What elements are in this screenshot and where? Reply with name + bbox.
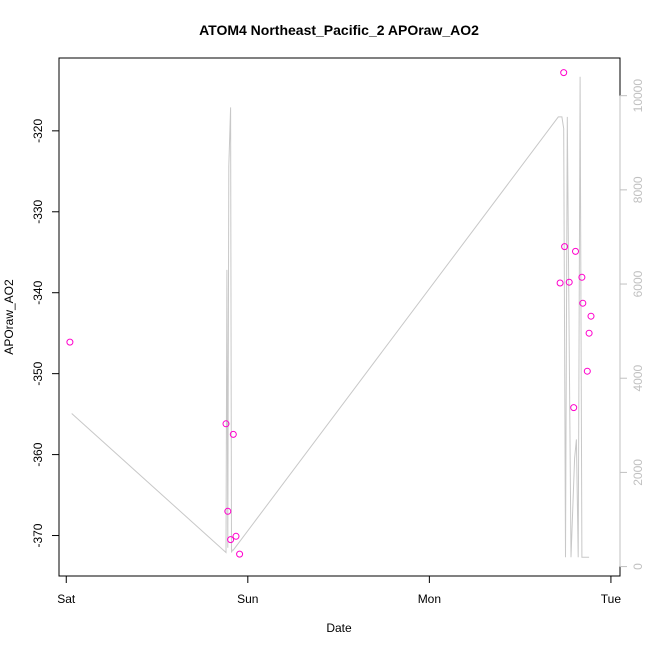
y-tick-label: -330 (31, 199, 45, 223)
data-point (222, 420, 230, 428)
y-tick-label: -370 (31, 523, 45, 547)
x-axis-label: Date (326, 621, 352, 635)
y-tick-label: -320 (31, 119, 45, 143)
x-axis: Sat Sun Mon Tue (57, 575, 622, 606)
data-point (561, 243, 569, 251)
data-point (232, 532, 240, 540)
data-point (560, 69, 568, 77)
chart-title: ATOM4 Northeast_Pacific_2 APOraw_AO2 (199, 22, 479, 38)
x-tick-label: Sun (237, 592, 258, 606)
x-tick-label: Mon (418, 592, 441, 606)
y2-tick-label: 10000 (631, 79, 645, 113)
data-point (570, 404, 578, 412)
data-point (579, 299, 587, 307)
data-point (587, 312, 595, 320)
data-point (585, 329, 593, 337)
data-point (229, 430, 237, 438)
y2-tick-label: 8000 (631, 176, 645, 203)
y-tick-label: -350 (31, 361, 45, 385)
data-point (224, 507, 232, 515)
data-point (556, 279, 564, 287)
data-point (572, 247, 579, 255)
line-series (71, 76, 590, 558)
series-line (71, 76, 590, 558)
point-series (66, 69, 595, 558)
x-tick-label: Sat (57, 592, 76, 606)
y2-tick-label: 0 (631, 563, 645, 570)
x-tick-label: Tue (601, 592, 622, 606)
y2-axis: 0 2000 4000 6000 8000 10000 (619, 79, 645, 570)
y2-tick-label: 2000 (631, 459, 645, 486)
data-point (66, 338, 74, 346)
y2-tick-label: 4000 (631, 365, 645, 392)
y-axis: -370 -360 -350 -340 -330 -320 (31, 119, 60, 548)
data-point (578, 273, 586, 281)
y-axis-label: APOraw_AO2 (2, 279, 16, 355)
data-point (583, 367, 591, 375)
data-point (236, 550, 244, 558)
y2-tick-label: 6000 (631, 270, 645, 297)
data-point (565, 278, 573, 286)
y-tick-label: -340 (31, 280, 45, 304)
data-point (227, 536, 235, 544)
y-tick-label: -360 (31, 442, 45, 466)
